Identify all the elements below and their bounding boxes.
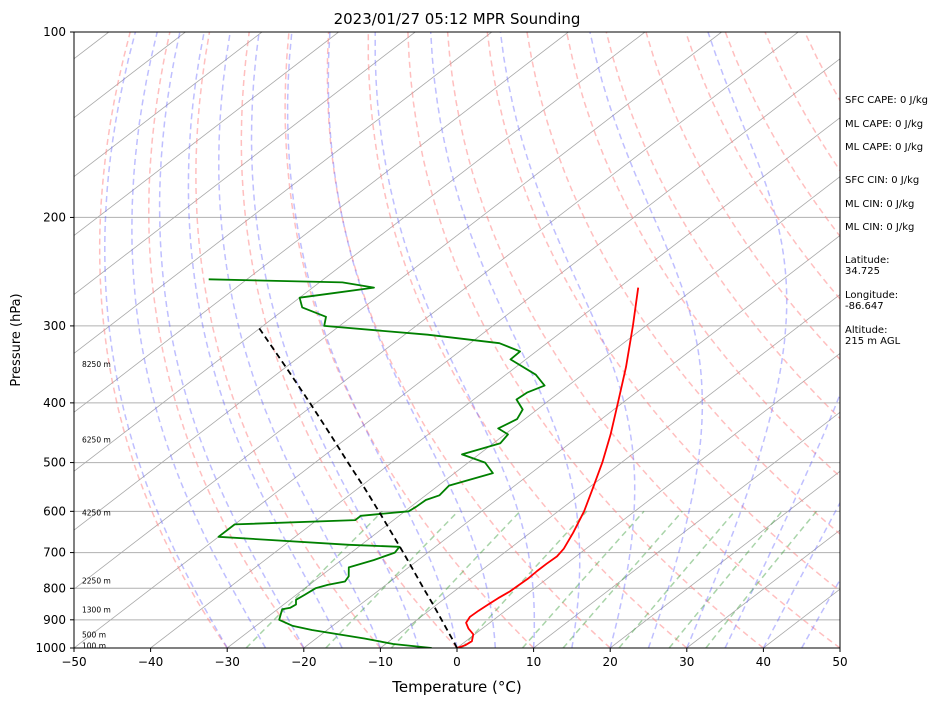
y-tick-label: 100 xyxy=(43,25,66,39)
altitude-label: Altitude: 215 m AGL xyxy=(845,325,901,347)
parcel-line xyxy=(256,325,458,648)
plot-background xyxy=(74,32,840,648)
dry-adiabat-line xyxy=(526,32,840,535)
isotherm-line xyxy=(74,32,416,295)
isotherm-line xyxy=(74,32,646,472)
longitude-label: Longitude: -86.647 xyxy=(845,290,899,312)
x-tick-label: 20 xyxy=(603,655,618,669)
x-tick-label: −50 xyxy=(61,655,86,669)
mixing-ratio-line xyxy=(325,510,459,648)
isotherm-line xyxy=(74,32,263,178)
isotherm-line xyxy=(609,470,840,648)
height-label: 8250 m xyxy=(82,360,111,369)
y-tick-label: 800 xyxy=(43,581,66,595)
x-tick-label: −30 xyxy=(215,655,240,669)
mixing-ratio-line xyxy=(521,510,645,648)
sfc-cin-label: SFC CIN: 0 J/kg xyxy=(845,175,920,186)
dewpoint-line xyxy=(208,278,546,648)
moist-adiabat-line xyxy=(589,32,704,648)
dry-adiabat-line xyxy=(446,32,840,648)
dry-adiabat-line xyxy=(195,32,381,648)
dry-adiabat-line xyxy=(284,32,535,648)
ml-cape-label-2: ML CAPE: 0 J/kg xyxy=(845,142,924,153)
ml-cape-label: ML CAPE: 0 J/kg xyxy=(845,119,924,130)
isotherm-line xyxy=(686,529,840,648)
height-label: 2250 m xyxy=(82,577,111,586)
sfc-cape-label: SFC CAPE: 0 J/kg xyxy=(845,95,928,106)
mixing-ratio-line xyxy=(461,510,588,648)
y-tick-label: 500 xyxy=(43,456,66,470)
y-tick-label: 900 xyxy=(43,613,66,627)
mixing-ratio-line xyxy=(668,510,783,648)
dry-adiabat-line xyxy=(148,32,305,648)
isotherm-line xyxy=(456,352,840,648)
y-tick-label: 1000 xyxy=(35,641,66,655)
mixing-ratio-line xyxy=(245,510,383,648)
temperature-line xyxy=(456,287,640,648)
mixing-ratio-line xyxy=(618,510,736,648)
y-tick-label: 300 xyxy=(43,319,66,333)
height-label: 4250 m xyxy=(82,509,111,518)
y-tick-label: 400 xyxy=(43,396,66,410)
isotherm-line xyxy=(74,32,339,237)
x-tick-label: 0 xyxy=(453,655,461,669)
x-tick-label: −40 xyxy=(138,655,163,669)
x-tick-label: 10 xyxy=(526,655,541,669)
mixing-ratio-line xyxy=(705,510,818,648)
isotherm-line xyxy=(74,32,493,354)
moist-adiabat-line xyxy=(686,32,788,648)
moist-adiabat-line xyxy=(327,32,497,648)
moist-adiabat-line xyxy=(187,32,343,648)
dry-adiabat-line xyxy=(367,32,688,648)
chart-title: 2023/01/27 05:12 MPR Sounding xyxy=(334,10,581,28)
dry-adiabat-line xyxy=(605,32,840,420)
dry-adiabat-line xyxy=(924,32,946,648)
isotherm-line xyxy=(380,293,840,648)
height-label: 100 m xyxy=(82,642,106,651)
x-axis-label: Temperature (°C) xyxy=(391,678,521,696)
dry-adiabat-line xyxy=(98,32,228,648)
x-tick-label: 50 xyxy=(832,655,847,669)
moist-adiabat-line xyxy=(429,32,581,648)
moist-adiabat-line xyxy=(286,32,458,648)
mixing-ratio-line xyxy=(390,510,521,648)
isotherm-line xyxy=(533,411,840,648)
height-label: 1300 m xyxy=(82,606,111,615)
isotherm-line xyxy=(74,32,722,531)
moist-adiabat-line xyxy=(158,32,305,648)
x-tick-label: 40 xyxy=(756,655,771,669)
y-tick-label: 600 xyxy=(43,504,66,518)
dry-adiabat-line xyxy=(565,32,840,478)
dry-adiabat-line xyxy=(407,32,764,648)
isotherm-line xyxy=(74,32,799,590)
mixing-ratio-line xyxy=(562,510,683,648)
dry-adiabat-line xyxy=(240,32,458,648)
isotherm-line xyxy=(74,32,569,413)
moist-adiabat-line xyxy=(499,32,636,648)
height-label: 6250 m xyxy=(82,435,111,444)
height-label: 500 m xyxy=(82,631,106,640)
dry-adiabat-line xyxy=(326,32,611,648)
moist-adiabat-line xyxy=(374,32,536,648)
y-tick-label: 200 xyxy=(43,210,66,224)
moist-adiabat-line xyxy=(250,32,420,648)
ml-cin-label: ML CIN: 0 J/kg xyxy=(845,199,915,210)
isotherm-line xyxy=(150,117,840,648)
x-tick-label: 30 xyxy=(679,655,694,669)
x-tick-label: −20 xyxy=(291,655,316,669)
isotherm-line xyxy=(303,235,840,648)
dry-adiabat-line xyxy=(486,32,840,592)
y-axis-label: Pressure (hPa) xyxy=(9,293,24,386)
moist-adiabat-line xyxy=(218,32,382,648)
y-tick-label: 700 xyxy=(43,546,66,560)
ml-cin-label-2: ML CIN: 0 J/kg xyxy=(845,222,915,233)
moist-adiabat-line xyxy=(104,32,228,648)
latitude-label: Latitude: 34.725 xyxy=(845,255,890,277)
x-tick-label: −10 xyxy=(368,655,393,669)
